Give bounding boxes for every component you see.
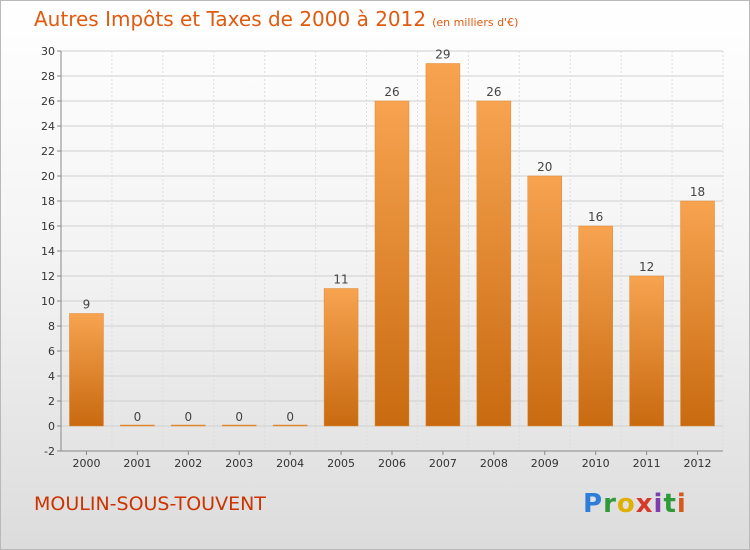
value-label: 0 xyxy=(286,410,294,424)
y-tick-label: 2 xyxy=(48,395,55,408)
x-tick-label: 2001 xyxy=(123,457,151,470)
y-tick-label: 0 xyxy=(48,420,55,433)
x-tick-label: 2009 xyxy=(531,457,559,470)
value-label: 18 xyxy=(690,185,705,199)
y-tick-label: 20 xyxy=(41,170,55,183)
bar-2000 xyxy=(69,313,104,427)
value-label: 0 xyxy=(134,410,142,424)
y-tick-label: 24 xyxy=(41,120,55,133)
y-tick-label: 16 xyxy=(41,220,55,233)
bar-2010 xyxy=(578,225,613,427)
x-tick-label: 2005 xyxy=(327,457,355,470)
bar-2004 xyxy=(272,424,308,427)
axes xyxy=(57,50,723,455)
y-tick-label: -2 xyxy=(44,445,55,458)
bar-2001 xyxy=(120,424,155,427)
bar-2003 xyxy=(221,424,257,427)
y-tick-label: 12 xyxy=(41,270,55,283)
y-tick-label: 30 xyxy=(41,45,55,58)
title-text: Autres Impôts et Taxes de 2000 à 2012 xyxy=(34,7,427,31)
y-tick-label: 26 xyxy=(41,95,55,108)
value-label: 11 xyxy=(333,273,348,287)
value-label: 12 xyxy=(639,260,654,274)
x-tick-label: 2008 xyxy=(480,457,508,470)
x-tick-label: 2003 xyxy=(225,457,253,470)
y-tick-label: 28 xyxy=(41,70,55,83)
x-tick-label: 2012 xyxy=(684,457,712,470)
bar-2008 xyxy=(476,100,512,427)
bar-2011 xyxy=(629,275,664,427)
x-tick-label: 2002 xyxy=(174,457,202,470)
proxiti-logo: Proxiti xyxy=(583,489,687,519)
value-label: 16 xyxy=(588,210,603,224)
labels: -202468101214161820222426283092000020010… xyxy=(41,45,712,470)
town-name: MOULIN-SOUS-TOUVENT xyxy=(34,493,266,515)
bar-2006 xyxy=(374,100,410,427)
y-tick-label: 14 xyxy=(41,245,55,258)
chart-title: Autres Impôts et Taxes de 2000 à 2012 (en… xyxy=(34,7,518,31)
y-tick-label: 22 xyxy=(41,145,55,158)
value-label: 26 xyxy=(384,85,399,99)
chart-subtitle: (en milliers d'€) xyxy=(432,16,519,29)
bars xyxy=(69,63,715,427)
y-tick-label: 18 xyxy=(41,195,55,208)
bar-2007 xyxy=(425,63,461,427)
x-tick-label: 2011 xyxy=(633,457,661,470)
bar-2002 xyxy=(171,424,206,427)
y-tick-label: 10 xyxy=(41,295,55,308)
y-tick-label: 6 xyxy=(48,345,55,358)
bar-2005 xyxy=(323,288,359,427)
value-label: 26 xyxy=(486,85,501,99)
y-tick-label: 4 xyxy=(48,370,55,383)
x-tick-label: 2004 xyxy=(276,457,304,470)
value-label: 0 xyxy=(184,410,192,424)
value-label: 9 xyxy=(83,298,91,312)
x-tick-label: 2010 xyxy=(582,457,610,470)
value-label: 29 xyxy=(435,48,450,62)
bar-2012 xyxy=(680,200,715,427)
y-tick-label: 8 xyxy=(48,320,55,333)
x-tick-label: 2006 xyxy=(378,457,406,470)
x-tick-label: 2000 xyxy=(72,457,100,470)
value-label: 0 xyxy=(235,410,243,424)
bar-2009 xyxy=(527,175,563,427)
value-label: 20 xyxy=(537,160,552,174)
x-tick-label: 2007 xyxy=(429,457,457,470)
